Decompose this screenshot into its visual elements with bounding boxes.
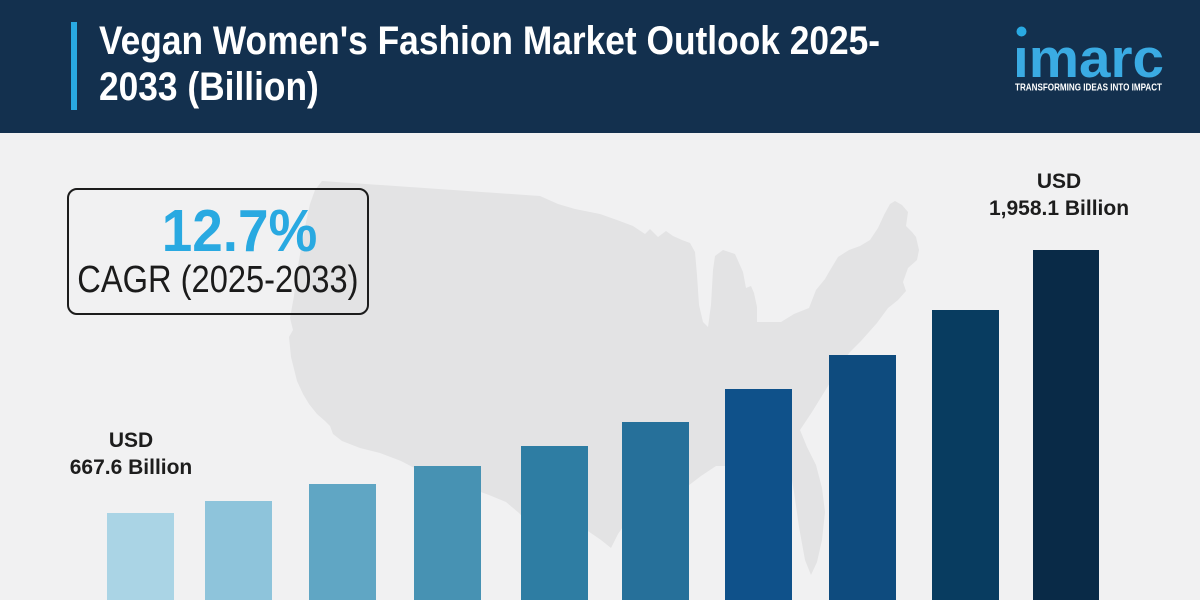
- svg-text:TRANSFORMING IDEAS INTO IMPACT: TRANSFORMING IDEAS INTO IMPACT: [1015, 82, 1162, 94]
- svg-text:ımarc: ımarc: [1013, 27, 1164, 89]
